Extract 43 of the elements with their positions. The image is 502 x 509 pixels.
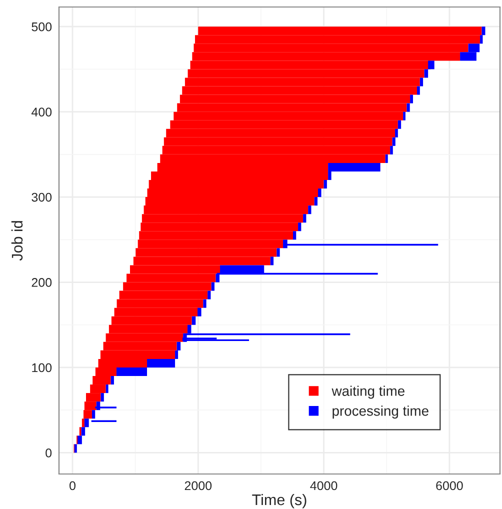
bar (106, 384, 108, 394)
bar (270, 256, 274, 266)
bar (100, 393, 104, 402)
bar (417, 86, 420, 95)
y-tick-label: 0 (46, 448, 52, 458)
bar (314, 197, 318, 206)
bar (298, 222, 302, 232)
x-axis-title: Time (s) (252, 494, 306, 508)
y-tick-label: 200 (32, 278, 52, 287)
bar (318, 188, 322, 198)
x-tick-label: 4000 (310, 481, 338, 490)
bar (308, 206, 312, 214)
bar (424, 69, 428, 78)
bar (116, 367, 148, 376)
bar (192, 316, 196, 325)
bar (385, 154, 388, 163)
legend-label: processing time (332, 406, 428, 419)
bar (276, 248, 280, 257)
bar (324, 180, 327, 189)
y-axis-title: Job id (11, 221, 23, 261)
bar (293, 231, 296, 240)
bar (428, 60, 434, 70)
bar (92, 410, 96, 419)
bar (303, 214, 306, 223)
bar (398, 120, 402, 129)
bar (203, 299, 206, 308)
bar (74, 444, 77, 453)
bar (211, 282, 214, 291)
bar (147, 358, 176, 368)
bar (198, 308, 202, 316)
bar (208, 290, 211, 300)
legend-label: waiting time (332, 386, 404, 399)
bar (410, 94, 413, 104)
bar (110, 376, 114, 385)
y-tick-label: 100 (32, 363, 52, 372)
y-tick-label: 300 (32, 192, 52, 202)
x-tick-label: 6000 (436, 481, 463, 490)
y-tick-label: 400 (31, 108, 52, 116)
bar (420, 78, 424, 86)
x-tick-label: 0 (70, 481, 76, 490)
bar (406, 103, 410, 112)
y-tick-label: 500 (32, 22, 52, 32)
x-tick-label: 2000 (184, 481, 212, 490)
